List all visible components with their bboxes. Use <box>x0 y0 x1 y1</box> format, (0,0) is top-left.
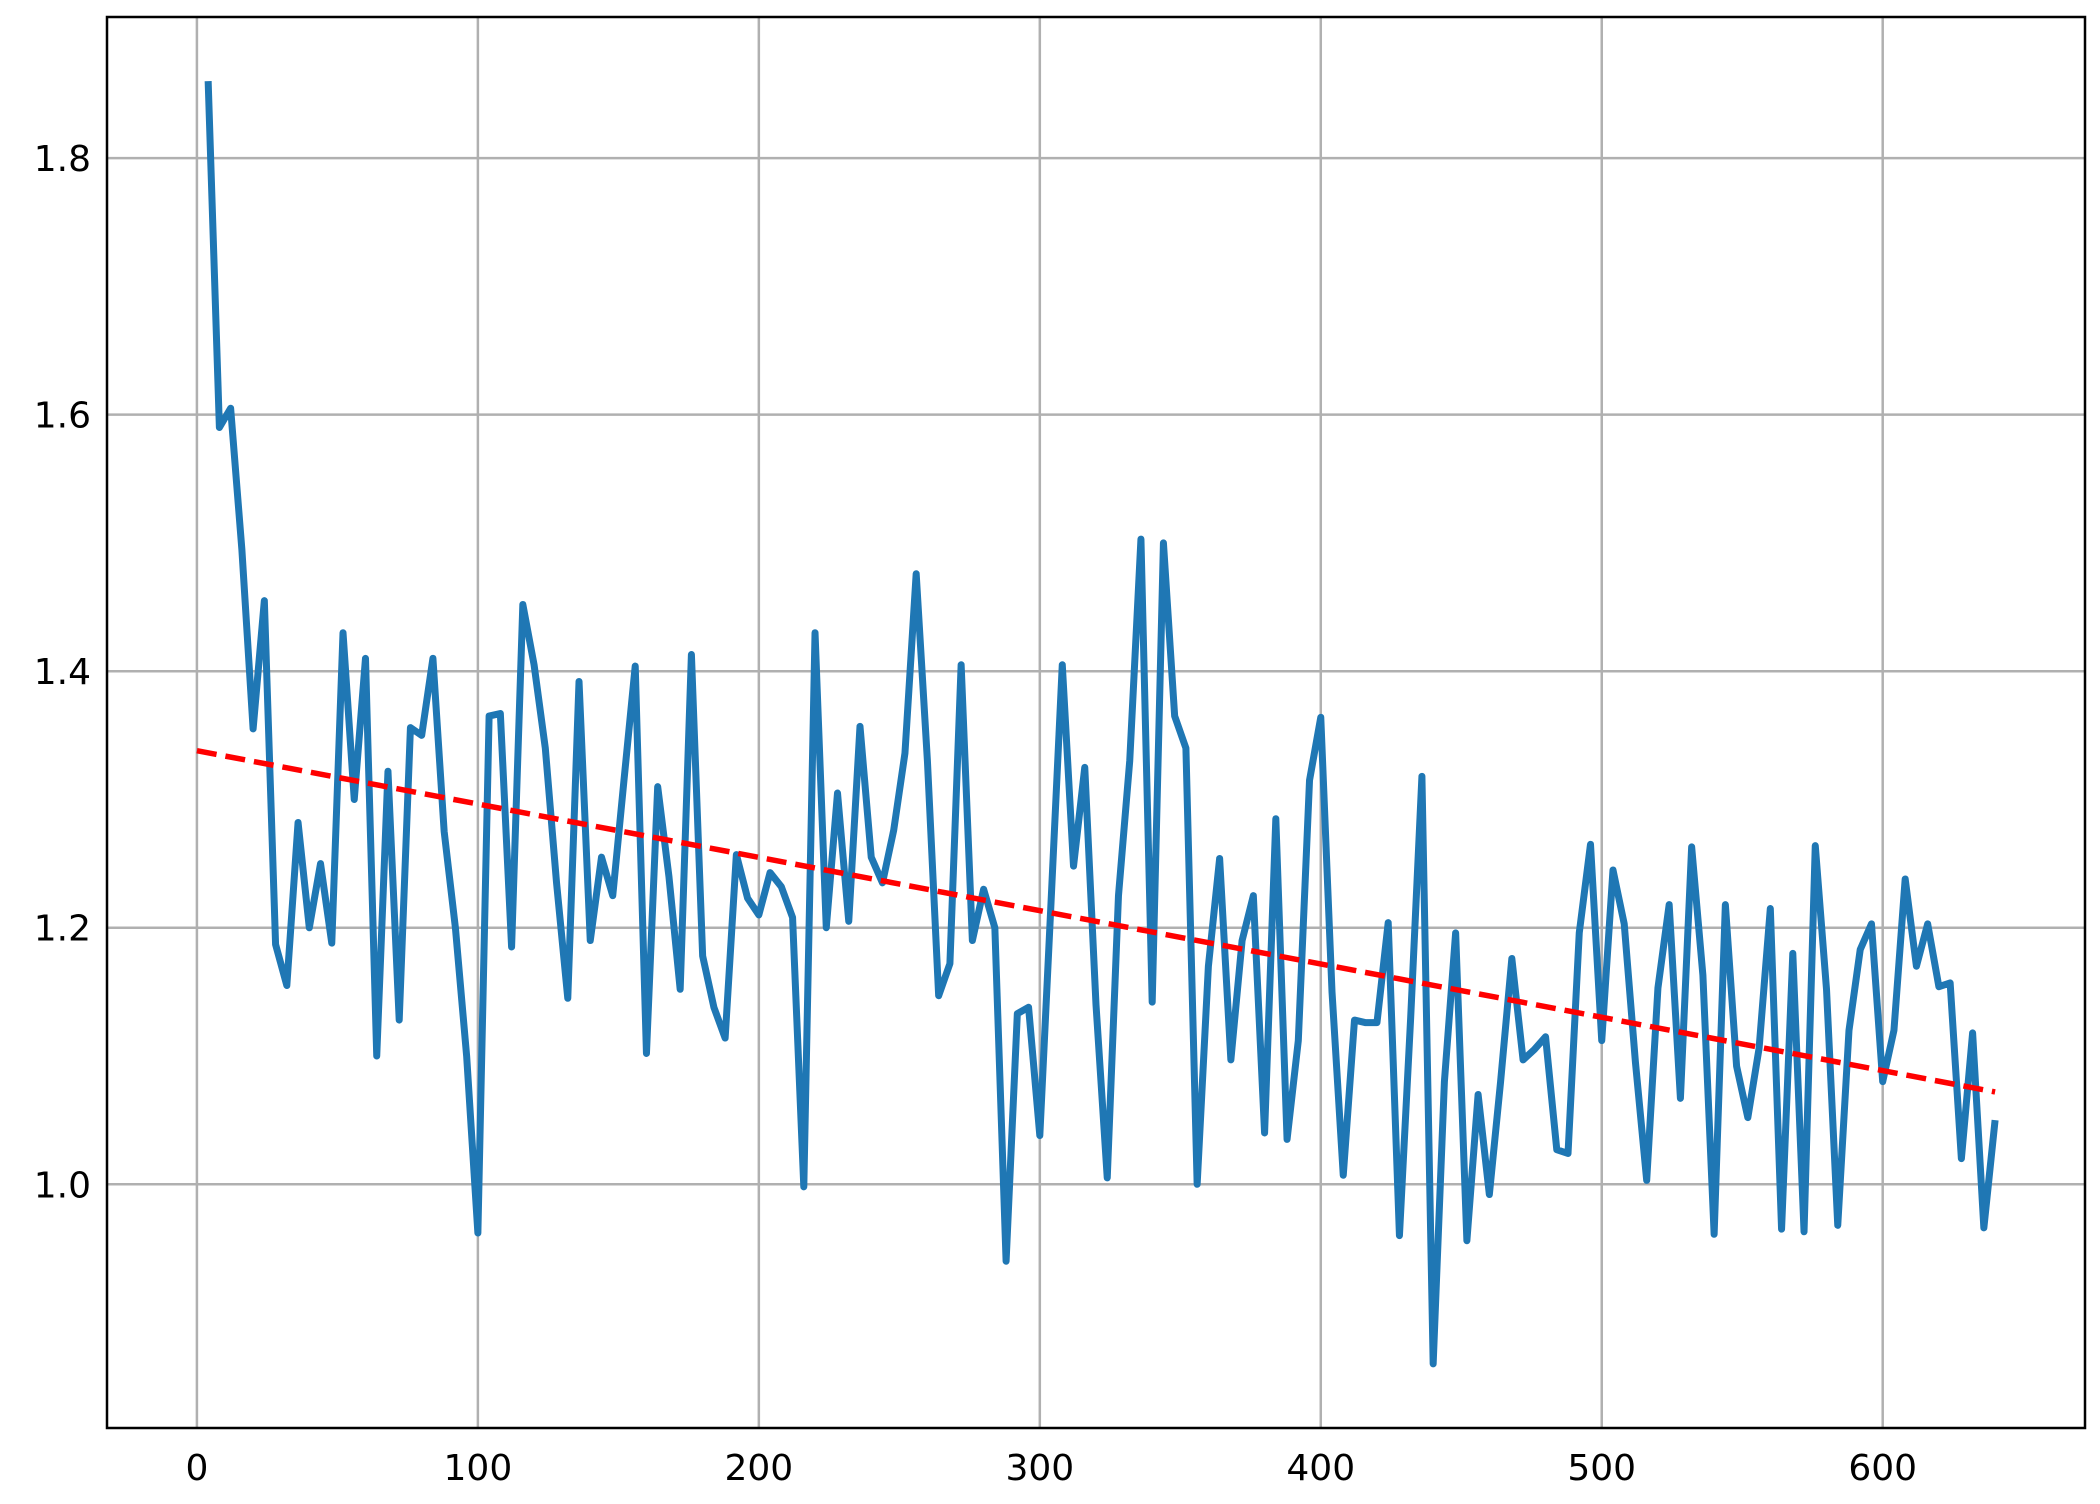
y-tick-label: 1.4 <box>34 652 91 693</box>
data-series-line <box>204 81 1999 1368</box>
trend-line <box>196 748 1996 1095</box>
x-tick-label: 600 <box>1848 1448 1917 1489</box>
x-tick-label: 500 <box>1567 1448 1636 1489</box>
y-tick-label: 1.0 <box>34 1165 91 1206</box>
x-tick-label: 400 <box>1286 1448 1355 1489</box>
x-tick-label: 300 <box>1005 1448 1074 1489</box>
y-tick-label: 1.2 <box>34 909 91 950</box>
x-tick-label: 200 <box>724 1448 793 1489</box>
x-tick-label: 100 <box>444 1448 513 1489</box>
y-tick-label: 1.8 <box>34 139 91 180</box>
axes-frame <box>105 15 2087 1430</box>
plot-area <box>107 17 2085 1428</box>
x-tick-label: 0 <box>185 1448 208 1489</box>
y-tick-label: 1.6 <box>34 396 91 437</box>
